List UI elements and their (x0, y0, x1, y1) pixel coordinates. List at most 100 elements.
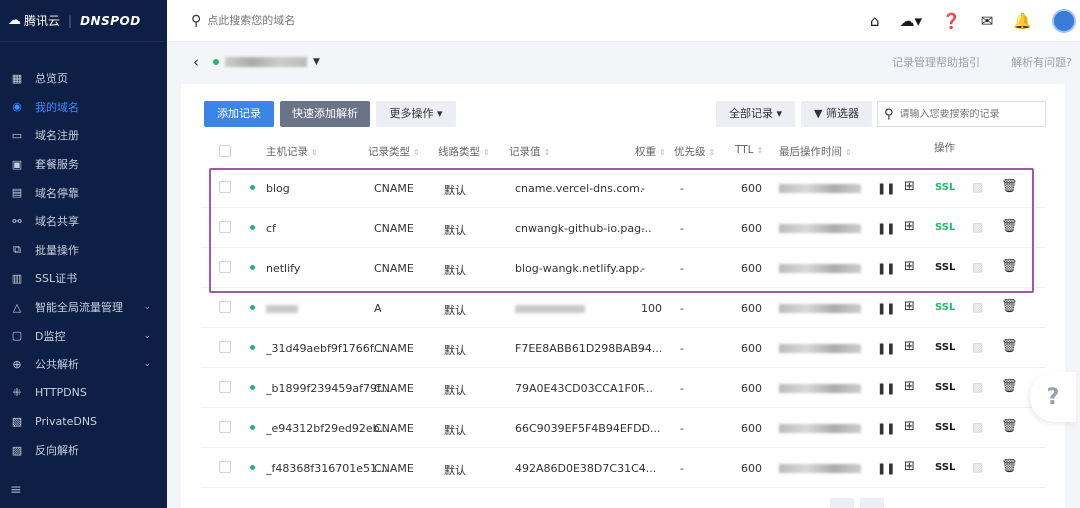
ssl-button[interactable]: SSL (935, 382, 956, 393)
view-record-icon[interactable]: ⊞ (904, 299, 915, 314)
note-icon[interactable]: ▨ (972, 460, 984, 474)
col-value[interactable]: 记录值 ⇕ (509, 144, 550, 159)
pause-icon[interactable]: ❚❚ (877, 462, 896, 475)
bell-icon[interactable]: 🔔 (1013, 12, 1032, 30)
note-icon[interactable]: ▨ (972, 420, 984, 434)
trash-icon[interactable]: 🗑 (1001, 219, 1018, 234)
sidebar-item-packages[interactable]: ▣ 套餐服务 (0, 150, 167, 179)
pause-icon[interactable]: ❚❚ (877, 342, 896, 355)
col-weight[interactable]: 权重 ⇕ (635, 144, 666, 159)
ssl-button[interactable]: SSL (935, 262, 956, 273)
row-checkbox[interactable] (219, 421, 231, 433)
sidebar-item-ssl[interactable]: ▥ SSL证书 (0, 264, 167, 293)
search-icon: ⚲ (191, 12, 202, 29)
col-line[interactable]: 线路类型 ⇕ (438, 144, 490, 159)
add-record-button[interactable]: 添加记录 (204, 101, 274, 127)
sidebar-item-overview[interactable]: ▦ 总览页 (0, 64, 167, 93)
trash-icon[interactable]: 🗑 (1001, 419, 1018, 434)
col-ttl[interactable]: TTL ⇕ (735, 144, 763, 156)
view-record-icon[interactable]: ⊞ (904, 419, 915, 434)
domain-search-input[interactable] (207, 14, 508, 27)
more-actions-button[interactable]: 更多操作 ▾ (376, 101, 456, 127)
row-checkbox[interactable] (219, 461, 231, 473)
col-host[interactable]: 主机记录 ⇕ (266, 144, 318, 159)
note-icon[interactable]: ▨ (972, 180, 984, 194)
sidebar-item-batch[interactable]: ⧉ 批量操作 (0, 236, 167, 265)
trash-icon[interactable]: 🗑 (1001, 259, 1018, 274)
record-search-input[interactable] (899, 108, 1030, 120)
sidebar: ☁ 腾讯云 | DNSPOD ▦ 总览页 ◉ 我的域名 ▭ 域名注册 ▣ 套餐服务 ▤ 域… (0, 0, 167, 508)
pause-icon[interactable]: ❚❚ (877, 302, 896, 315)
pause-icon[interactable]: ❚❚ (877, 222, 896, 235)
floating-help-button[interactable]: ? (1030, 372, 1076, 422)
brand-logo[interactable]: ☁ 腾讯云 | DNSPOD (0, 0, 167, 42)
pause-icon[interactable]: ❚❚ (877, 422, 896, 435)
ssl-button[interactable]: SSL (935, 462, 956, 473)
page-prev-button[interactable] (830, 498, 854, 508)
dns-problem-link[interactable]: 解析有问题? (1011, 56, 1072, 69)
sidebar-item-traffic[interactable]: △ 智能全局流量管理 ⌄ (0, 293, 167, 322)
domain-switch-caret-icon[interactable]: ▼ (313, 57, 320, 67)
view-record-icon[interactable]: ⊞ (904, 459, 915, 474)
table-header: 主机记录 ⇕ 记录类型 ⇕ 线路类型 ⇕ 记录值 ⇕ 权重 ⇕ 优先级 ⇕ TTL ⇕ 最后操… (201, 138, 1046, 164)
type-cell: CNAME (374, 462, 414, 475)
trash-icon[interactable]: 🗑 (1001, 179, 1018, 194)
view-record-icon[interactable]: ⊞ (904, 339, 915, 354)
avatar[interactable] (1052, 9, 1076, 33)
cloud-menu-icon[interactable]: ☁▾ (899, 12, 923, 30)
filter-button[interactable]: ▼ 筛选器 (801, 101, 872, 127)
view-record-icon[interactable]: ⊞ (904, 219, 915, 234)
home-icon[interactable]: ⌂ (869, 12, 880, 30)
pause-icon[interactable]: ❚❚ (877, 182, 896, 195)
row-checkbox[interactable] (219, 341, 231, 353)
view-record-icon[interactable]: ⊞ (904, 379, 915, 394)
sidebar-item-public-dns[interactable]: ⊕ 公共解析 ⌄ (0, 350, 167, 379)
page-next-button[interactable] (860, 498, 884, 508)
note-icon[interactable]: ▨ (972, 300, 984, 314)
all-records-dropdown[interactable]: 全部记录 ▾ (716, 101, 795, 127)
collapse-menu-icon[interactable]: ≡ (10, 482, 22, 498)
ssl-button[interactable]: SSL (935, 342, 956, 353)
trash-icon[interactable]: 🗑 (1001, 299, 1018, 314)
sidebar-item-monitor[interactable]: ▢ D监控 ⌄ (0, 321, 167, 350)
ssl-button[interactable]: SSL (935, 422, 956, 433)
col-priority[interactable]: 优先级 ⇕ (674, 144, 715, 159)
value-cell: F7EE8ABB61D298BAB94... (515, 342, 663, 355)
sidebar-item-httpdns[interactable]: ⁜ HTTPDNS (0, 379, 167, 408)
view-record-icon[interactable]: ⊞ (904, 179, 915, 194)
pause-icon[interactable]: ❚❚ (877, 382, 896, 395)
help-icon[interactable]: ❓ (942, 12, 961, 30)
row-checkbox[interactable] (219, 301, 231, 313)
row-checkbox[interactable] (219, 381, 231, 393)
sidebar-item-domain-register[interactable]: ▭ 域名注册 (0, 121, 167, 150)
pause-icon[interactable]: ❚❚ (877, 262, 896, 275)
sidebar-item-my-domains[interactable]: ◉ 我的域名 (0, 93, 167, 122)
wechat-icon[interactable]: ✉ (980, 12, 994, 30)
row-checkbox[interactable] (219, 221, 231, 233)
sidebar-item-share[interactable]: ⚯ 域名共享 (0, 207, 167, 236)
note-icon[interactable]: ▨ (972, 220, 984, 234)
ssl-button[interactable]: SSL (935, 222, 956, 233)
trash-icon[interactable]: 🗑 (1001, 459, 1018, 474)
col-last-modified[interactable]: 最后操作时间 ⇕ (779, 144, 852, 159)
view-record-icon[interactable]: ⊞ (904, 259, 915, 274)
note-icon[interactable]: ▨ (972, 340, 984, 354)
note-icon[interactable]: ▨ (972, 260, 984, 274)
col-type[interactable]: 记录类型 ⇕ (368, 144, 420, 159)
back-arrow-icon[interactable]: ‹ (193, 53, 199, 71)
sidebar-item-privatedns[interactable]: ▧ PrivateDNS (0, 407, 167, 436)
row-checkbox[interactable] (219, 181, 231, 193)
record-search-box[interactable]: ⚲ (877, 101, 1046, 127)
row-checkbox[interactable] (219, 261, 231, 273)
ssl-button[interactable]: SSL (935, 302, 956, 313)
record-help-link[interactable]: 记录管理帮助指引 (892, 56, 980, 69)
quick-add-button[interactable]: 快速添加解析 (280, 101, 370, 127)
trash-icon[interactable]: 🗑 (1001, 339, 1018, 354)
note-icon[interactable]: ▨ (972, 380, 984, 394)
sidebar-item-parking[interactable]: ▤ 域名停靠 (0, 178, 167, 207)
grid-icon: ▦ (11, 71, 23, 85)
ssl-button[interactable]: SSL (935, 182, 956, 193)
select-all-checkbox[interactable] (219, 145, 231, 157)
sidebar-item-reverse[interactable]: ▨ 反向解析 (0, 436, 167, 465)
trash-icon[interactable]: 🗑 (1001, 379, 1018, 394)
